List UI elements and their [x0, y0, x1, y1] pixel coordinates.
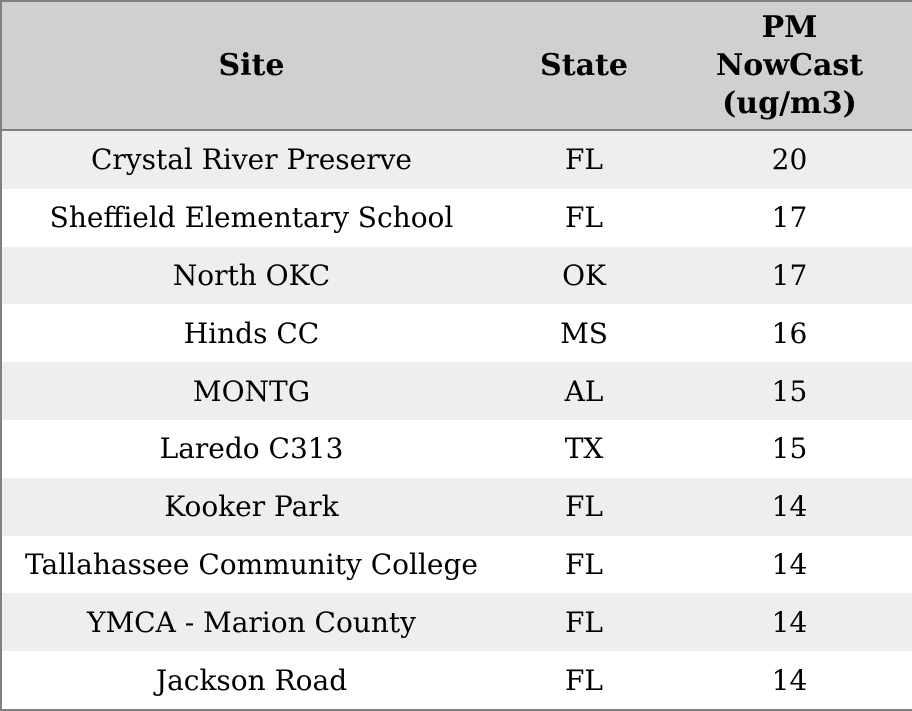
site-cell: Crystal River Preserve [1, 130, 501, 189]
pm-cell: 15 [667, 362, 912, 420]
state-cell: FL [501, 593, 667, 652]
table-row: Crystal River Preserve FL 20 [1, 130, 912, 189]
pm-cell: 20 [667, 130, 912, 189]
table-row: Jackson Road FL 14 [1, 651, 912, 710]
table-row: Kooker Park FL 14 [1, 477, 912, 536]
pm-cell: 17 [667, 246, 912, 305]
state-cell: AL [501, 362, 667, 420]
site-cell: Jackson Road [1, 651, 501, 710]
site-cell: MONTG [1, 362, 501, 420]
table-row: Hinds CC MS 16 [1, 304, 912, 363]
pm-cell: 15 [667, 419, 912, 478]
pm-cell: 14 [667, 535, 912, 594]
pm-header-line-3: (ug/m3) [722, 85, 857, 121]
site-cell: YMCA - Marion County [1, 593, 501, 652]
column-header-state: State [501, 1, 667, 131]
site-cell: Sheffield Elementary School [1, 188, 501, 247]
table-row: MONTG AL 15 [1, 362, 912, 420]
table-header: Site State PM NowCast (ug/m3) [1, 1, 912, 131]
pm-cell: 14 [667, 651, 912, 710]
pm-header-line-1: PM [761, 9, 818, 45]
pm-cell: 14 [667, 477, 912, 536]
site-cell: Hinds CC [1, 304, 501, 363]
column-header-site: Site [1, 1, 501, 131]
column-header-pm-nowcast: PM NowCast (ug/m3) [667, 1, 912, 131]
state-cell: FL [501, 651, 667, 710]
pm-header-line-2: NowCast [715, 47, 864, 83]
pm-cell: 17 [667, 188, 912, 247]
state-cell: TX [501, 419, 667, 478]
table-body: Crystal River Preserve FL 20 Sheffield E… [1, 130, 912, 710]
pm-cell: 14 [667, 593, 912, 652]
table-row: North OKC OK 17 [1, 246, 912, 305]
state-cell: MS [501, 304, 667, 363]
table-row: YMCA - Marion County FL 14 [1, 593, 912, 652]
state-cell: FL [501, 535, 667, 594]
state-cell: OK [501, 246, 667, 305]
site-cell: Tallahassee Community College [1, 535, 501, 594]
state-cell: FL [501, 188, 667, 247]
header-row: Site State PM NowCast (ug/m3) [1, 1, 912, 131]
state-cell: FL [501, 130, 667, 189]
table-row: Laredo C313 TX 15 [1, 419, 912, 478]
site-cell: Laredo C313 [1, 419, 501, 478]
site-cell: North OKC [1, 246, 501, 305]
pm-cell: 16 [667, 304, 912, 363]
site-cell: Kooker Park [1, 477, 501, 536]
table-row: Sheffield Elementary School FL 17 [1, 188, 912, 247]
state-cell: FL [501, 477, 667, 536]
table-row: Tallahassee Community College FL 14 [1, 535, 912, 594]
